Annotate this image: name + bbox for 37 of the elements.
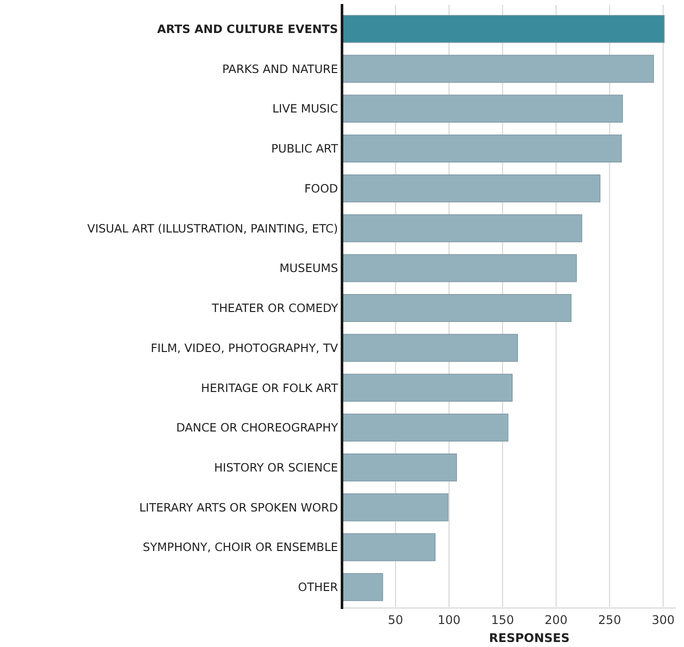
x-tick-label: 200 [544, 613, 568, 628]
x-tick-label: 250 [598, 613, 622, 628]
bar [342, 454, 457, 482]
y-tick-label: VISUAL ART (ILLUSTRATION, PAINTING, ETC) [87, 221, 338, 236]
y-tick-label: ARTS AND CULTURE EVENTS [157, 22, 338, 36]
x-axis-title: RESPONSES [489, 631, 570, 646]
y-tick-label: FILM, VIDEO, PHOTOGRAPHY, TV [150, 340, 338, 355]
bar [342, 254, 577, 282]
y-tick-label: OTHER [298, 580, 338, 594]
bar [342, 573, 384, 602]
bar [342, 134, 622, 162]
bar [342, 14, 665, 43]
bar [342, 294, 572, 322]
y-tick-label: DANCE OR CHOREOGRAPHY [176, 420, 339, 435]
bar [342, 174, 600, 202]
x-tick-label: 50 [388, 613, 404, 628]
bar [342, 414, 508, 442]
bar [342, 214, 582, 242]
bar [342, 54, 654, 83]
bar [342, 533, 436, 562]
y-tick-label: FOOD [304, 181, 338, 196]
y-tick-label: THEATER OR COMEDY [210, 301, 339, 316]
x-tick-label: 300 [652, 613, 675, 628]
bar [342, 374, 513, 402]
y-tick-label: LITERARY ARTS OR SPOKEN WORD [139, 500, 338, 514]
bar [342, 493, 448, 522]
bar [342, 94, 623, 123]
y-tick-label: HERITAGE OR FOLK ART [201, 380, 339, 395]
y-tick-label: HISTORY OR SCIENCE [214, 460, 338, 474]
x-tick-label: 100 [438, 613, 461, 628]
y-tick-label: PUBLIC ART [271, 142, 339, 156]
y-tick-label: PARKS AND NATURE [222, 62, 338, 76]
y-tick-label: MUSEUMS [279, 261, 338, 276]
y-tick-label: LIVE MUSIC [272, 102, 338, 116]
bar [342, 334, 518, 362]
y-tick-label: SYMPHONY, CHOIR OR ENSEMBLE [142, 540, 338, 554]
x-tick-label: 150 [491, 613, 514, 628]
